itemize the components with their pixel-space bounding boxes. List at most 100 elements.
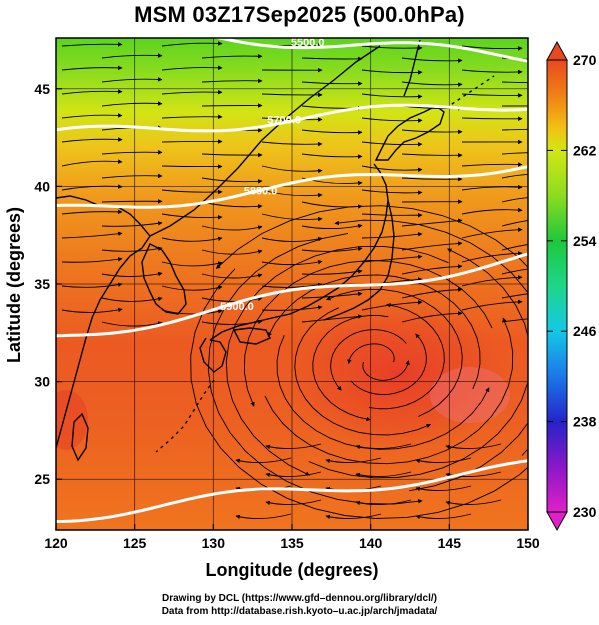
streamline [161, 285, 223, 291]
streamline [312, 314, 389, 422]
streamline [190, 268, 528, 519]
streamline [461, 69, 523, 75]
streamline [401, 311, 463, 323]
y-tick-label: 35 [34, 276, 50, 292]
coast-mainland-north [149, 45, 381, 237]
colorbar-tick-label: 238 [573, 414, 597, 430]
streamline [201, 53, 263, 59]
streamline [401, 81, 463, 87]
contour-label: 5500.0 [291, 37, 325, 49]
x-axis-label: Longitude (degrees) [205, 560, 378, 580]
streamline [161, 114, 223, 120]
x-tick-label: 140 [359, 535, 383, 551]
streamline [361, 212, 423, 218]
x-tick-label: 130 [202, 535, 226, 551]
coast-kurils [445, 75, 495, 109]
streamline [301, 269, 363, 275]
streamline [161, 261, 223, 267]
streamline [361, 300, 423, 311]
streamline [61, 209, 123, 215]
streamline [308, 248, 528, 479]
streamline [101, 199, 163, 204]
streamline [161, 89, 223, 95]
coast-kyushu [199, 337, 227, 373]
x-tick-label: 120 [44, 535, 68, 551]
streamline [461, 116, 523, 121]
colorbar-tick-label: 230 [573, 504, 597, 520]
y-tick-label: 25 [34, 471, 50, 487]
streamline [265, 471, 322, 478]
streamline [161, 41, 223, 47]
streamline [347, 343, 395, 365]
streamline [101, 101, 163, 107]
streamline [330, 329, 407, 391]
gridlines [56, 38, 528, 530]
streamline [401, 176, 463, 182]
plot-area: 5500.0 5700.0 5800.0 5900.0 [56, 37, 528, 530]
streamline [61, 159, 123, 167]
colorbar-scale [546, 59, 568, 513]
map-title: MSM 03Z17Sep2025 (500.0hPa) [134, 2, 465, 27]
streamline [101, 77, 163, 83]
streamline [261, 236, 323, 242]
y-axis: 25 30 35 40 45 [34, 81, 62, 487]
streamline [445, 499, 502, 506]
streamline [61, 231, 123, 239]
streamline [261, 305, 323, 311]
streamline [501, 173, 528, 179]
x-tick-label: 135 [280, 535, 304, 551]
streamline [326, 288, 463, 417]
streamline [61, 307, 123, 313]
height-contour [56, 165, 528, 209]
streamline [101, 150, 163, 155]
streamline [276, 335, 490, 450]
contour-label: 5800.0 [244, 186, 278, 198]
streamline [461, 299, 523, 311]
streamline [267, 274, 481, 390]
colorbar-tick-label: 246 [573, 323, 597, 339]
streamline [501, 318, 528, 323]
streamline [261, 282, 323, 288]
streamline [461, 184, 523, 191]
streamline [325, 513, 382, 520]
streamline [361, 141, 423, 147]
streamline [501, 128, 528, 131]
streamline [261, 141, 323, 147]
x-axis: 120 125 130 135 140 145 150 [44, 524, 540, 551]
streamline [161, 236, 223, 242]
streamline [461, 93, 523, 98]
colorbar-bottom-arrow [546, 511, 568, 532]
height-contours: 5500.0 5700.0 5800.0 5900.0 [56, 37, 528, 523]
streamline [101, 296, 163, 302]
streamline [201, 177, 263, 184]
streamline [501, 268, 528, 275]
streamline [355, 443, 412, 450]
streamline [301, 81, 363, 86]
streamline [361, 69, 423, 75]
height-contour [56, 459, 528, 523]
streamline [101, 271, 163, 277]
streamline [362, 360, 410, 381]
contour-label: 5700.0 [267, 115, 301, 127]
coast-taiwan [71, 412, 89, 462]
streamline [355, 471, 412, 478]
x-tick-label: 125 [123, 535, 147, 551]
streamline [415, 457, 472, 464]
streamline [368, 303, 445, 410]
credit-drawing: Drawing by DCL (https://www.gfd–dennou.o… [161, 593, 437, 604]
streamline [501, 220, 528, 227]
contour-label: 5900.0 [220, 301, 254, 313]
streamline [265, 443, 322, 450]
streamline [445, 471, 502, 478]
streamline [361, 117, 423, 123]
streamline [101, 53, 163, 59]
streamline [61, 184, 123, 191]
streamline [401, 264, 463, 275]
streamline [101, 221, 163, 227]
streamline [461, 275, 523, 287]
streamline [243, 260, 493, 407]
streamline [361, 93, 423, 99]
colorbar-top-arrow [546, 40, 568, 61]
streamline [261, 165, 323, 174]
streamline [401, 287, 463, 299]
